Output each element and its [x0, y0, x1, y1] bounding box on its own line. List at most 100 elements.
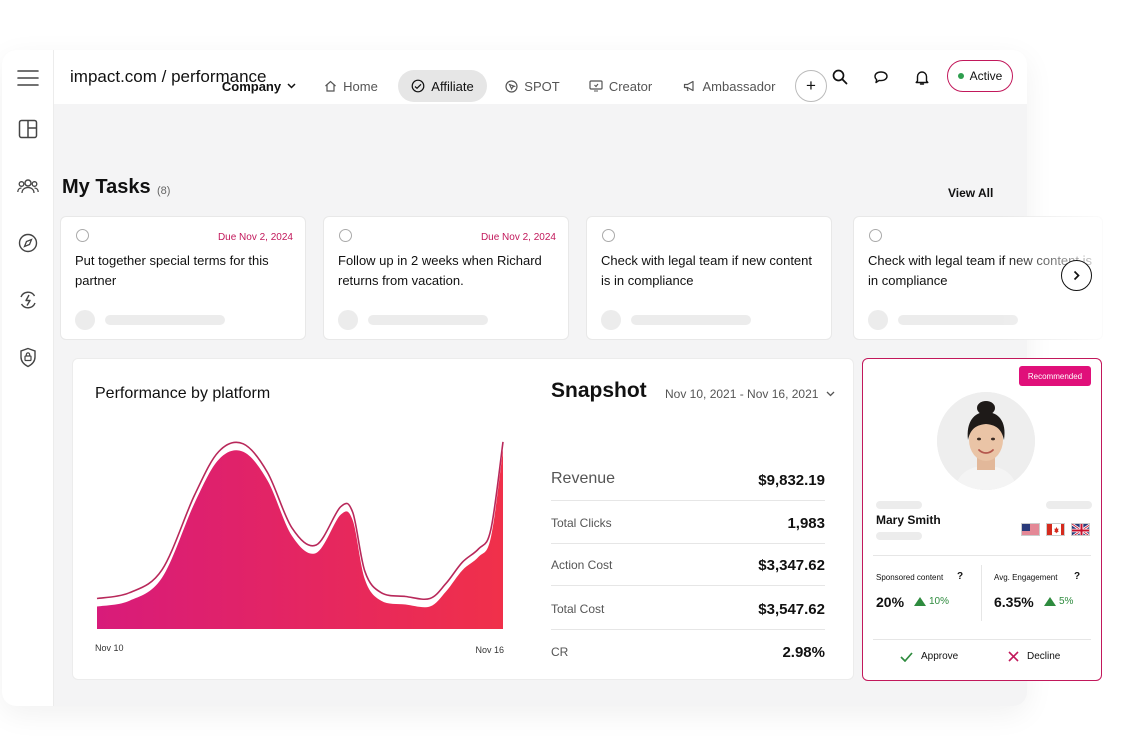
task-text: Check with legal team if new content is …: [601, 253, 812, 288]
help-icon[interactable]: ?: [1074, 571, 1081, 582]
tab-label: Home: [343, 78, 378, 94]
arrow-up-icon: [914, 597, 926, 606]
tab-affiliate[interactable]: Affiliate: [398, 70, 487, 102]
us-flag-icon: [1021, 523, 1040, 536]
dashboard-icon[interactable]: [16, 117, 40, 141]
task-text: Follow up in 2 weeks when Richard return…: [338, 253, 542, 288]
decline-button[interactable]: Decline: [1008, 651, 1060, 662]
tab-label: Affiliate: [431, 78, 474, 94]
chart-area: [97, 449, 503, 629]
recommended-card[interactable]: Recommended Mary Smith Sponsored content…: [862, 358, 1102, 681]
stat-label: Avg. Engagement: [994, 573, 1058, 582]
stat-value: 6.35%: [994, 594, 1034, 610]
arrow-up-icon: [1044, 597, 1056, 606]
task-checkbox[interactable]: [339, 229, 352, 242]
placeholder-bar: [368, 315, 488, 325]
metric-row: Total Clicks 1,983: [551, 502, 825, 544]
tab-ambassador[interactable]: Ambassador: [673, 70, 785, 102]
metric-value: 1,983: [787, 515, 825, 532]
metric-row: Action Cost $3,347.62: [551, 544, 825, 586]
date-range-picker[interactable]: Nov 10, 2021 - Nov 16, 2021: [665, 387, 835, 401]
metric-value: $3,547.62: [758, 601, 825, 618]
sync-bolt-icon[interactable]: [16, 288, 40, 312]
task-checkbox[interactable]: [76, 229, 89, 242]
date-range-label: Nov 10, 2021 - Nov 16, 2021: [665, 387, 819, 401]
metric-value: $3,347.62: [758, 557, 825, 574]
home-icon: [325, 80, 337, 92]
task-card[interactable]: Due Nov 2, 2024 Put together special ter…: [60, 216, 306, 340]
status-toggle[interactable]: Active: [947, 60, 1013, 92]
handshake-icon: [411, 79, 425, 93]
tasks-count: (8): [157, 185, 171, 197]
tab-label: Ambassador: [702, 78, 776, 94]
compass-icon[interactable]: [16, 231, 40, 255]
avatar: [937, 392, 1035, 490]
stat-change: 10%: [914, 596, 949, 607]
uk-flag-icon: [1071, 523, 1090, 536]
placeholder-bar: [1046, 501, 1092, 509]
search-icon[interactable]: [829, 66, 851, 88]
task-card[interactable]: Due Nov 2, 2024 Follow up in 2 weeks whe…: [323, 216, 569, 340]
company-label: Company: [221, 78, 282, 94]
approve-button[interactable]: Approve: [900, 651, 958, 662]
tab-spot[interactable]: SPOT: [495, 70, 570, 102]
metric-row: CR 2.98%: [551, 631, 825, 673]
chevron-down-icon: [826, 391, 835, 397]
performance-card: Performance by platform Nov 10 Nov 16 Sn…: [72, 358, 854, 680]
task-due-date: Due Nov 2, 2024: [480, 232, 556, 243]
approve-label: Approve: [921, 651, 959, 662]
task-checkbox[interactable]: [869, 229, 882, 242]
metric-value: 2.98%: [782, 644, 825, 661]
x-tick-label: Nov 10: [95, 643, 124, 653]
cursor-icon: [505, 79, 518, 93]
status-dot: [957, 73, 964, 79]
creator-name: Mary Smith: [876, 513, 941, 527]
help-icon[interactable]: ?: [957, 571, 964, 582]
chart-series-line: [96, 441, 504, 601]
stat-change: 5%: [1044, 596, 1073, 607]
shield-lock-icon[interactable]: [16, 345, 40, 369]
task-checkbox[interactable]: [602, 229, 615, 242]
divider: [873, 555, 1091, 556]
placeholder-avatar: [75, 310, 95, 330]
metric-row: Revenue $9,832.19: [551, 459, 825, 501]
placeholder-bar: [876, 532, 922, 540]
placeholder-bar: [898, 315, 1018, 325]
tasks-title: My Tasks: [62, 176, 151, 198]
chart-title: Performance by platform: [95, 385, 271, 402]
task-card[interactable]: Check with legal team if new content is …: [586, 216, 832, 340]
snapshot-title: Snapshot: [551, 379, 647, 402]
chevron-down-icon: [287, 83, 296, 89]
recommended-badge: Recommended: [1019, 366, 1091, 386]
stat-change-value: 5%: [1059, 596, 1074, 607]
company-dropdown[interactable]: Company: [218, 70, 300, 102]
stat-value: 20%: [876, 594, 905, 610]
tab-creator[interactable]: Creator: [577, 70, 664, 102]
megaphone-icon: [683, 80, 694, 92]
metric-label: CR: [551, 645, 569, 659]
chat-icon[interactable]: [870, 66, 892, 88]
tab-home[interactable]: Home: [313, 70, 389, 102]
view-all-link[interactable]: View All: [948, 186, 994, 200]
menu-icon[interactable]: [16, 66, 40, 90]
placeholder-avatar: [601, 310, 621, 330]
performance-chart: Nov 10 Nov 16: [95, 441, 504, 655]
bell-icon[interactable]: [911, 66, 933, 88]
add-tab-button[interactable]: +: [795, 70, 827, 102]
screen-icon: [589, 80, 603, 92]
tab-label: Creator: [608, 78, 653, 94]
users-icon[interactable]: [16, 174, 40, 198]
country-flags: [1021, 523, 1090, 536]
placeholder-bar: [631, 315, 751, 325]
stat-label: Sponsored content: [876, 573, 944, 582]
check-icon: [900, 651, 913, 662]
next-tasks-button[interactable]: [1061, 260, 1092, 291]
canada-flag-icon: [1046, 523, 1065, 536]
placeholder-avatar: [338, 310, 358, 330]
divider: [873, 639, 1091, 640]
placeholder-bar: [876, 501, 922, 509]
tab-label: SPOT: [524, 78, 560, 94]
chevron-right-icon: [1073, 270, 1080, 281]
metric-label: Action Cost: [551, 558, 613, 572]
decline-label: Decline: [1027, 651, 1061, 662]
